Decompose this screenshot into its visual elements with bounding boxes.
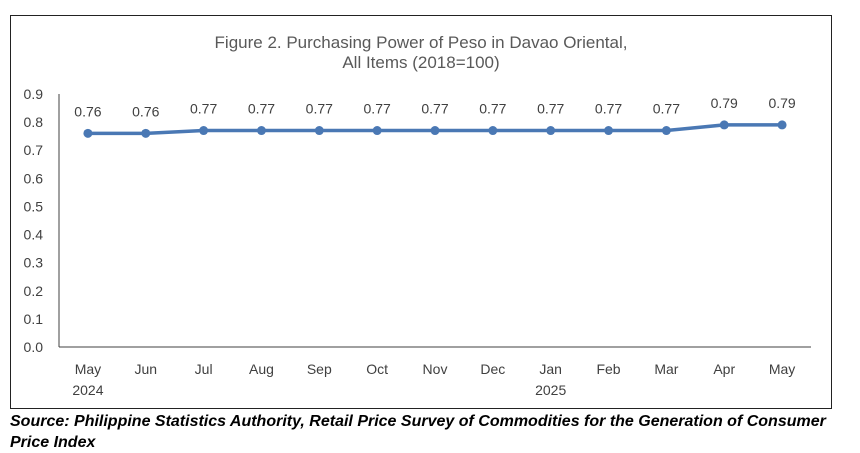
y-tick-label: 0.3 (24, 255, 44, 271)
chart-title-line2: All Items (2018=100) (342, 53, 499, 72)
data-label: 0.77 (364, 101, 391, 117)
data-label: 0.76 (74, 103, 101, 119)
y-tick-label: 0.0 (24, 339, 44, 355)
x-tick-label: Nov (423, 361, 448, 377)
x-tick-label: Jun (134, 361, 157, 377)
y-tick-label: 0.5 (24, 198, 44, 214)
y-tick-label: 0.6 (24, 170, 44, 186)
data-point (314, 126, 324, 136)
line-chart: Figure 2. Purchasing Power of Peso in Da… (24, 33, 811, 398)
y-tick-label: 0.8 (24, 114, 44, 130)
data-point (430, 126, 440, 136)
data-point (256, 126, 266, 136)
data-label: 0.77 (306, 101, 333, 117)
x-tick-label: Jan (539, 361, 562, 377)
x-tick-label: Feb (596, 361, 620, 377)
data-point (604, 126, 614, 136)
y-tick-label: 0.7 (24, 142, 44, 158)
data-label: 0.76 (132, 103, 159, 119)
data-point (199, 126, 209, 136)
data-label: 0.77 (653, 101, 680, 117)
data-point (661, 126, 671, 136)
data-label: 0.77 (479, 101, 506, 117)
data-label: 0.79 (711, 95, 738, 111)
x-year-label: 2025 (535, 382, 566, 398)
data-point (141, 128, 151, 138)
x-tick-label: May (75, 361, 101, 377)
data-point (719, 120, 729, 130)
x-tick-label: Sep (307, 361, 332, 377)
y-tick-label: 0.2 (24, 283, 44, 299)
data-point (777, 120, 787, 130)
source-note: Source: Philippine Statistics Authority,… (10, 413, 826, 451)
y-tick-label: 0.1 (24, 311, 44, 327)
x-tick-label: Oct (366, 361, 388, 377)
data-point (372, 126, 382, 136)
x-tick-label: May (769, 361, 795, 377)
data-label: 0.77 (248, 101, 275, 117)
y-tick-label: 0.4 (24, 227, 44, 243)
y-tick-label: 0.9 (24, 86, 44, 102)
x-tick-label: Jul (195, 361, 213, 377)
chart-frame: Figure 2. Purchasing Power of Peso in Da… (10, 15, 832, 409)
x-tick-label: Apr (713, 361, 735, 377)
x-tick-label: Aug (249, 361, 274, 377)
x-year-label: 2024 (72, 382, 103, 398)
data-label: 0.77 (595, 101, 622, 117)
data-label: 0.77 (190, 101, 217, 117)
data-point (83, 128, 93, 138)
data-label: 0.77 (537, 101, 564, 117)
x-tick-label: Dec (480, 361, 505, 377)
data-label: 0.79 (768, 95, 795, 111)
data-point (488, 126, 498, 136)
x-tick-label: Mar (654, 361, 678, 377)
data-label: 0.77 (421, 101, 448, 117)
chart-title-line1: Figure 2. Purchasing Power of Peso in Da… (215, 33, 628, 52)
data-point (546, 126, 556, 136)
